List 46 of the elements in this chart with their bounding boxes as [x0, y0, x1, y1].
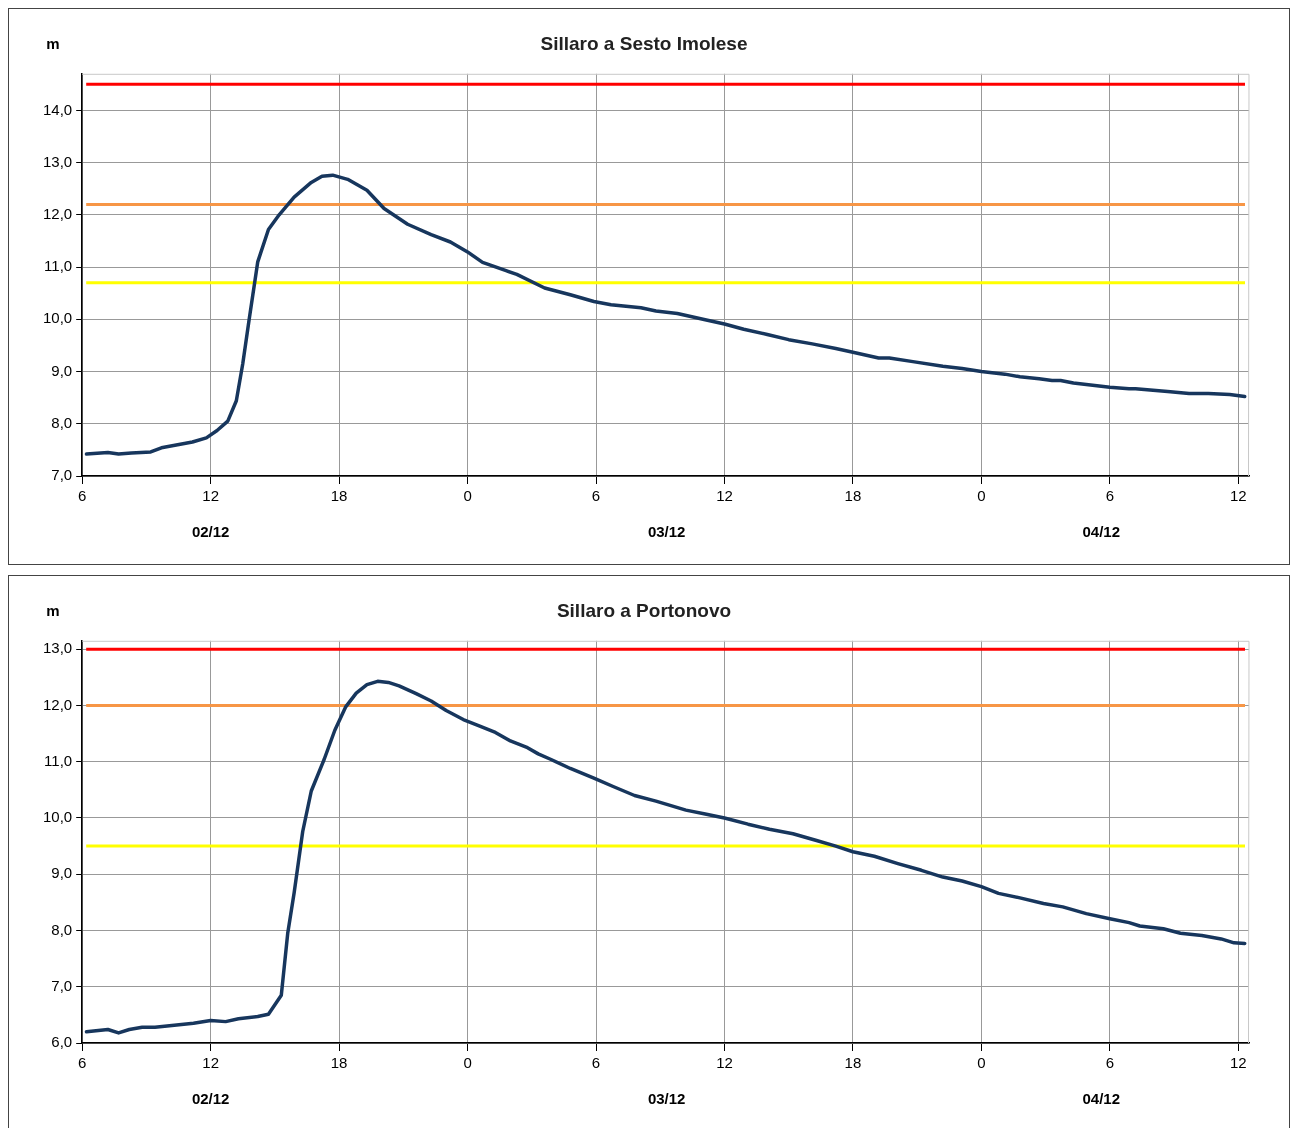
x-tick-label: 18 — [844, 1054, 862, 1072]
x-tick-label: 0 — [977, 1054, 986, 1072]
x-tick-label: 12 — [202, 1054, 219, 1072]
x-tick-label: 12 — [716, 1054, 733, 1072]
x2-tick-label: 04/12 — [1082, 1090, 1121, 1108]
x-tick-label: 12 — [1229, 487, 1247, 505]
y-tick-label: 11,0 — [44, 257, 73, 275]
y-tick-label: 7,0 — [51, 976, 73, 994]
y-tick-label: 9,0 — [51, 361, 73, 379]
y-tick-label: 8,0 — [51, 413, 73, 431]
y-tick-label: 12,0 — [42, 204, 73, 222]
x-tick-label: 18 — [330, 1054, 348, 1072]
y-tick-label: 12,0 — [42, 695, 73, 713]
y-tick-label: 10,0 — [42, 808, 73, 826]
x-tick-label: 12 — [202, 487, 219, 505]
y-tick-label: 8,0 — [51, 920, 73, 938]
x-tick-label: 6 — [78, 1054, 87, 1072]
x-tick-label: 12 — [716, 487, 733, 505]
x-tick-label: 0 — [463, 1054, 472, 1072]
x-tick-label: 6 — [1105, 487, 1115, 505]
y-tick-label: 6,0 — [51, 1033, 73, 1051]
x-tick-label: 6 — [1105, 1054, 1115, 1072]
y-tick-label: 11,0 — [44, 751, 73, 769]
chart-title: Sillaro a Portonovo — [556, 599, 732, 621]
y-tick-label: 10,0 — [42, 309, 73, 327]
x2-tick-label: 03/12 — [647, 1090, 686, 1108]
y-tick-label: 9,0 — [51, 864, 73, 882]
x2-tick-label: 02/12 — [191, 1090, 230, 1108]
x-tick-label: 6 — [591, 487, 601, 505]
x-tick-label: 6 — [78, 487, 87, 505]
x-tick-label: 6 — [591, 1054, 601, 1072]
y-tick-label: 13,0 — [42, 152, 73, 170]
x-tick-label: 18 — [330, 487, 348, 505]
x-tick-label: 0 — [463, 487, 472, 505]
x2-tick-label: 03/12 — [647, 523, 686, 541]
x-tick-label: 12 — [1229, 1054, 1247, 1072]
y-axis-title: m — [46, 602, 60, 619]
x2-tick-label: 04/12 — [1082, 523, 1121, 541]
y-tick-label: 7,0 — [51, 466, 73, 484]
x2-tick-label: 02/12 — [191, 523, 230, 541]
chart-title: Sillaro a Sesto Imolese — [540, 32, 748, 54]
x-tick-label: 18 — [844, 487, 862, 505]
x-tick-label: 0 — [977, 487, 986, 505]
y-tick-label: 13,0 — [42, 639, 73, 657]
y-tick-label: 14,0 — [42, 100, 73, 118]
y-axis-title: m — [46, 35, 60, 52]
